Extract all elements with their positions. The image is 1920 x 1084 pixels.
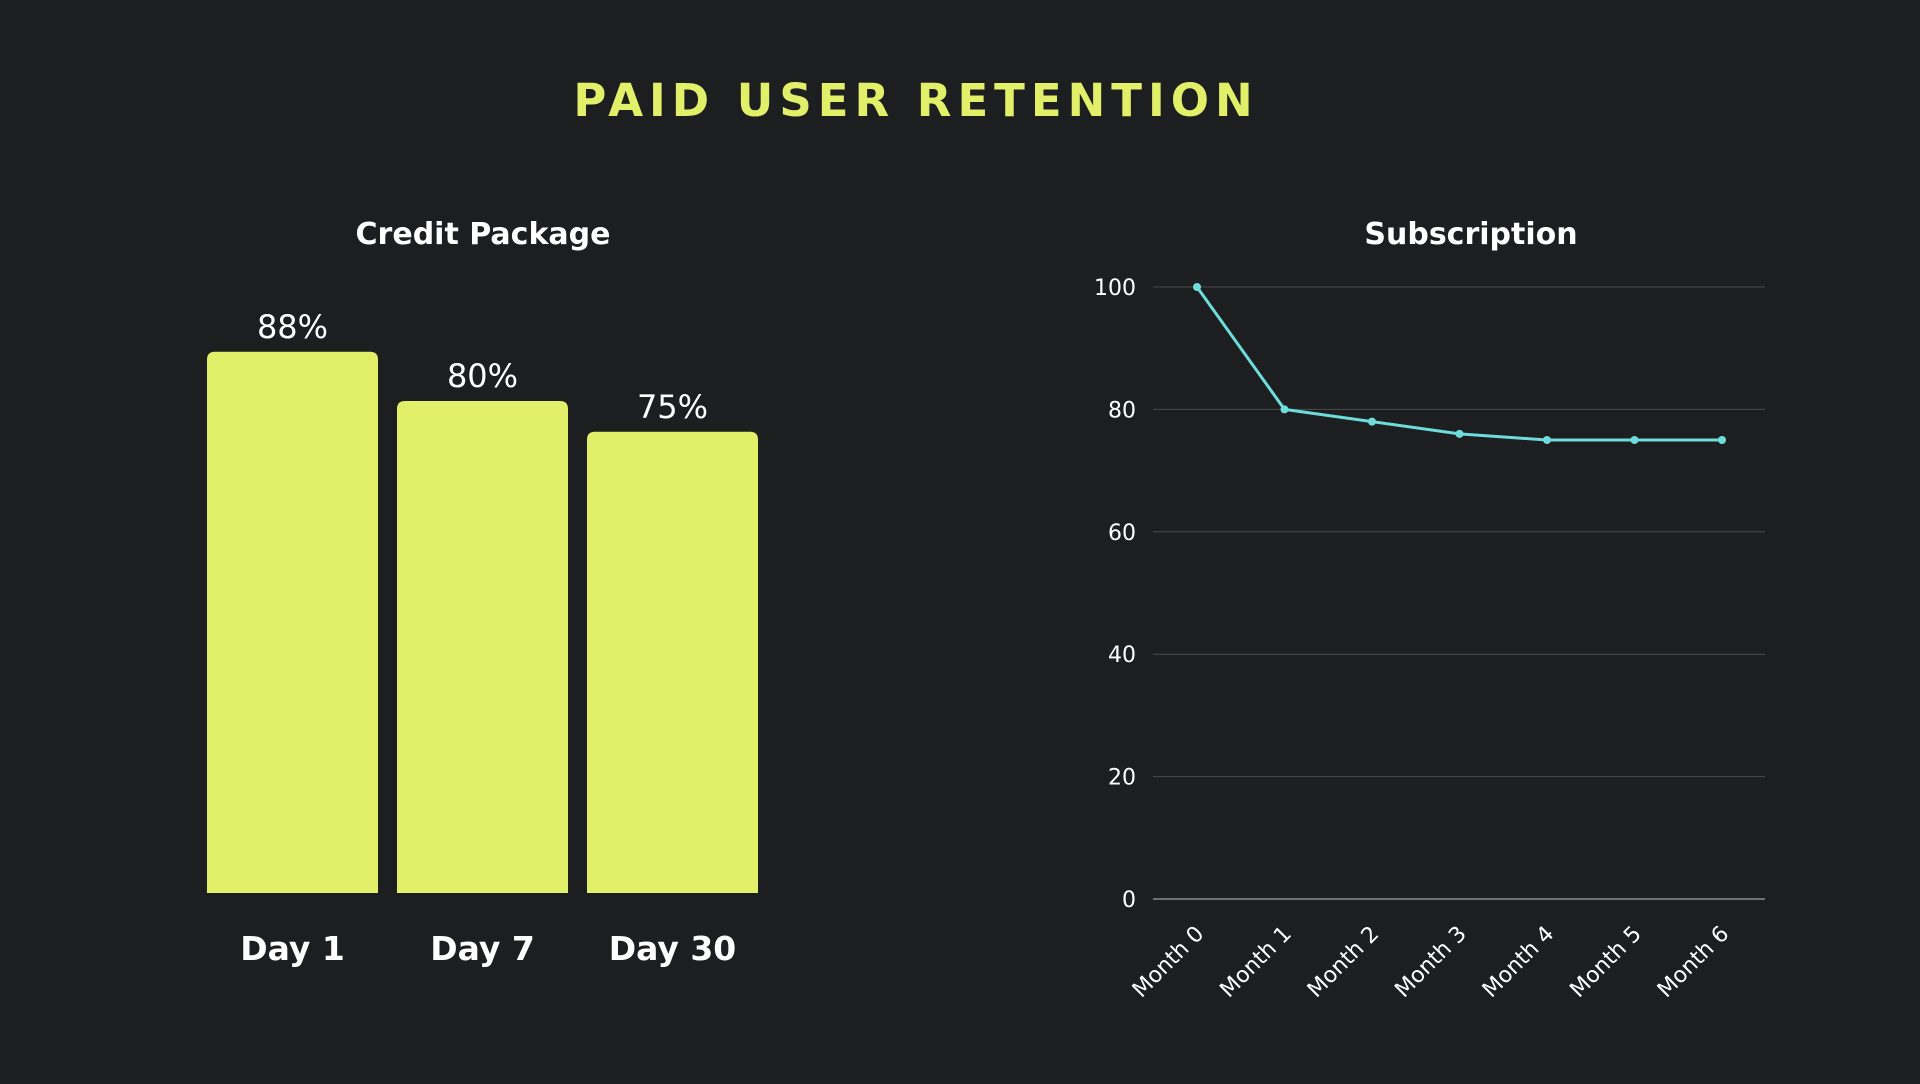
credit-package-bars: 88% Day 1 80% Day 7 75% Day 30 <box>207 308 758 968</box>
y-tick-label: 60 <box>1108 521 1136 546</box>
bar-day-1 <box>207 351 378 893</box>
y-tick-label: 80 <box>1108 398 1136 423</box>
data-point-month-2 <box>1368 417 1376 426</box>
bar-value-label: 75% <box>637 388 708 426</box>
y-tick-label: 40 <box>1108 643 1136 668</box>
data-point-month-1 <box>1280 405 1289 414</box>
subscription-x-tick-labels: Month 0 Month 1 Month 2 Month 3 Month 4 Month… <box>1128 922 1734 1003</box>
x-tick-label: Month 2 <box>1303 922 1384 1003</box>
bar-value-label: 88% <box>257 308 328 346</box>
x-tick-label: Month 3 <box>1390 922 1471 1003</box>
page-title: PAID USER RETENTION <box>573 74 1258 127</box>
bar-category-label: Day 7 <box>430 929 535 968</box>
x-tick-label: Month 1 <box>1215 922 1296 1003</box>
credit-package-chart-title: Credit Package <box>356 217 611 252</box>
y-tick-label: 20 <box>1108 766 1136 791</box>
data-point-month-5 <box>1630 436 1639 444</box>
bar-day-7 <box>397 401 568 893</box>
subscription-series <box>1193 283 1726 444</box>
data-point-month-6 <box>1718 436 1726 444</box>
credit-package-bar-chart: Credit Package 88% Day 1 80% Day 7 75% Day 30 <box>207 217 758 968</box>
bar-category-label: Day 30 <box>609 929 737 968</box>
bar-day-30 <box>587 431 758 893</box>
data-point-month-4 <box>1543 436 1551 444</box>
y-tick-label: 100 <box>1094 276 1136 301</box>
y-tick-label: 0 <box>1122 888 1136 913</box>
data-point-month-0 <box>1193 283 1201 291</box>
subscription-line-chart: Subscription 0 20 40 60 80 100 Month 0 Month 1… <box>1094 217 1765 1003</box>
subscription-y-tick-labels: 0 20 40 60 80 100 <box>1094 276 1136 913</box>
x-tick-label: Month 0 <box>1128 922 1209 1003</box>
data-point-month-3 <box>1455 429 1464 438</box>
x-tick-label: Month 4 <box>1478 922 1559 1003</box>
x-tick-label: Month 6 <box>1653 922 1734 1003</box>
bar-value-label: 80% <box>447 357 518 395</box>
subscription-chart-title: Subscription <box>1364 217 1577 252</box>
bar-category-label: Day 1 <box>240 929 345 968</box>
subscription-line <box>1195 286 1722 442</box>
subscription-gridlines <box>1153 286 1765 900</box>
x-tick-label: Month 5 <box>1565 922 1646 1003</box>
